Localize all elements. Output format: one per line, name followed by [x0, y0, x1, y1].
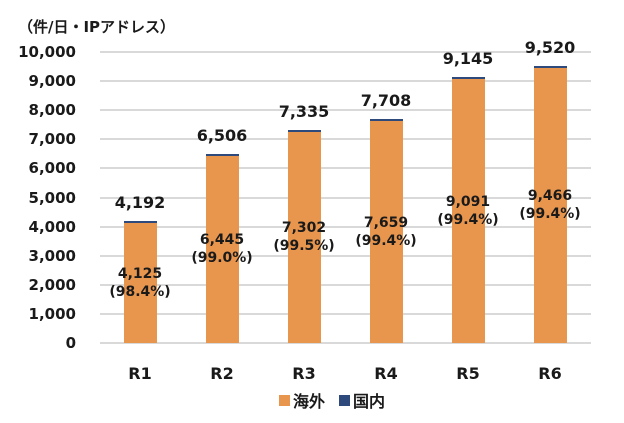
bar-segment-overseas [451, 78, 485, 343]
y-tick-label: 6,000 [28, 159, 76, 178]
gridline [100, 254, 591, 257]
overseas-swatch-icon [278, 394, 290, 406]
overseas-value-label: 4,125 (98.4%) [109, 265, 171, 300]
bar-segment-domestic [123, 221, 157, 223]
y-tick-label: 1,000 [28, 304, 76, 323]
gridline [100, 167, 591, 170]
gridline [100, 138, 591, 141]
legend: 海外 国内 [0, 388, 624, 412]
x-tick-label: R2 [210, 364, 234, 383]
bar-r1 [123, 221, 157, 343]
x-tick-label: R4 [374, 364, 398, 383]
gridline [100, 109, 591, 112]
total-value-label: 4,192 [114, 193, 166, 212]
bar-segment-overseas [533, 67, 567, 343]
y-tick-label: 3,000 [28, 246, 76, 265]
bar-segment-domestic [205, 153, 239, 156]
legend-item-domestic: 国内 [339, 388, 385, 412]
gridline [100, 51, 591, 53]
gridline [100, 312, 591, 315]
gridline [100, 196, 591, 199]
y-tick-label: 0 [65, 334, 76, 352]
y-tick-label: 2,000 [28, 275, 76, 294]
overseas-value-label: 9,466 (99.4%) [519, 188, 581, 223]
domestic-swatch-icon [339, 394, 350, 406]
gridline [100, 225, 591, 228]
y-tick-label: 10,000 [18, 43, 76, 61]
gridline [100, 342, 591, 344]
x-tick-label: R1 [128, 364, 152, 383]
bar-segment-overseas [369, 120, 403, 343]
y-tick-label: 7,000 [28, 130, 76, 149]
y-tick-label: 4,000 [28, 217, 76, 236]
legend-item-overseas: 海外 [278, 388, 325, 412]
overseas-value-label: 9,091 (99.4%) [437, 193, 499, 228]
x-tick-label: R6 [538, 364, 562, 383]
bar-r2 [205, 153, 239, 343]
x-tick-label: R5 [456, 364, 480, 383]
gridline [100, 80, 591, 83]
overseas-value-label: 7,302 (99.5%) [273, 219, 335, 254]
overseas-value-label: 7,659 (99.4%) [355, 214, 417, 249]
y-axis-unit-label: （件/日・IPアドレス） [18, 18, 176, 36]
x-tick-label: R3 [292, 364, 316, 383]
bar-segment-overseas [123, 222, 157, 343]
bar-segment-domestic [533, 65, 567, 68]
bar-segment-domestic [369, 118, 403, 121]
bar-r4 [369, 118, 403, 343]
bar-segment-overseas [205, 155, 239, 343]
total-value-label: 9,145 [442, 48, 494, 68]
total-value-label: 9,520 [524, 37, 576, 57]
bar-r3 [287, 129, 321, 343]
legend-label-overseas: 海外 [292, 392, 325, 411]
bar-segment-domestic [287, 129, 321, 132]
overseas-value-label: 6,445 (99.0%) [191, 232, 253, 267]
bar-segment-domestic [451, 76, 485, 79]
legend-label-domestic: 国内 [353, 392, 386, 411]
y-tick-label: 8,000 [28, 101, 76, 120]
bar-r5 [451, 76, 485, 343]
total-value-label: 7,708 [360, 90, 412, 110]
gridline [100, 283, 591, 286]
bar-segment-overseas [287, 130, 321, 343]
y-tick-label: 9,000 [28, 72, 76, 91]
total-value-label: 7,335 [278, 101, 330, 121]
y-tick-label: 5,000 [28, 188, 76, 207]
total-value-label: 6,506 [196, 125, 248, 145]
bar-r6 [533, 65, 567, 343]
